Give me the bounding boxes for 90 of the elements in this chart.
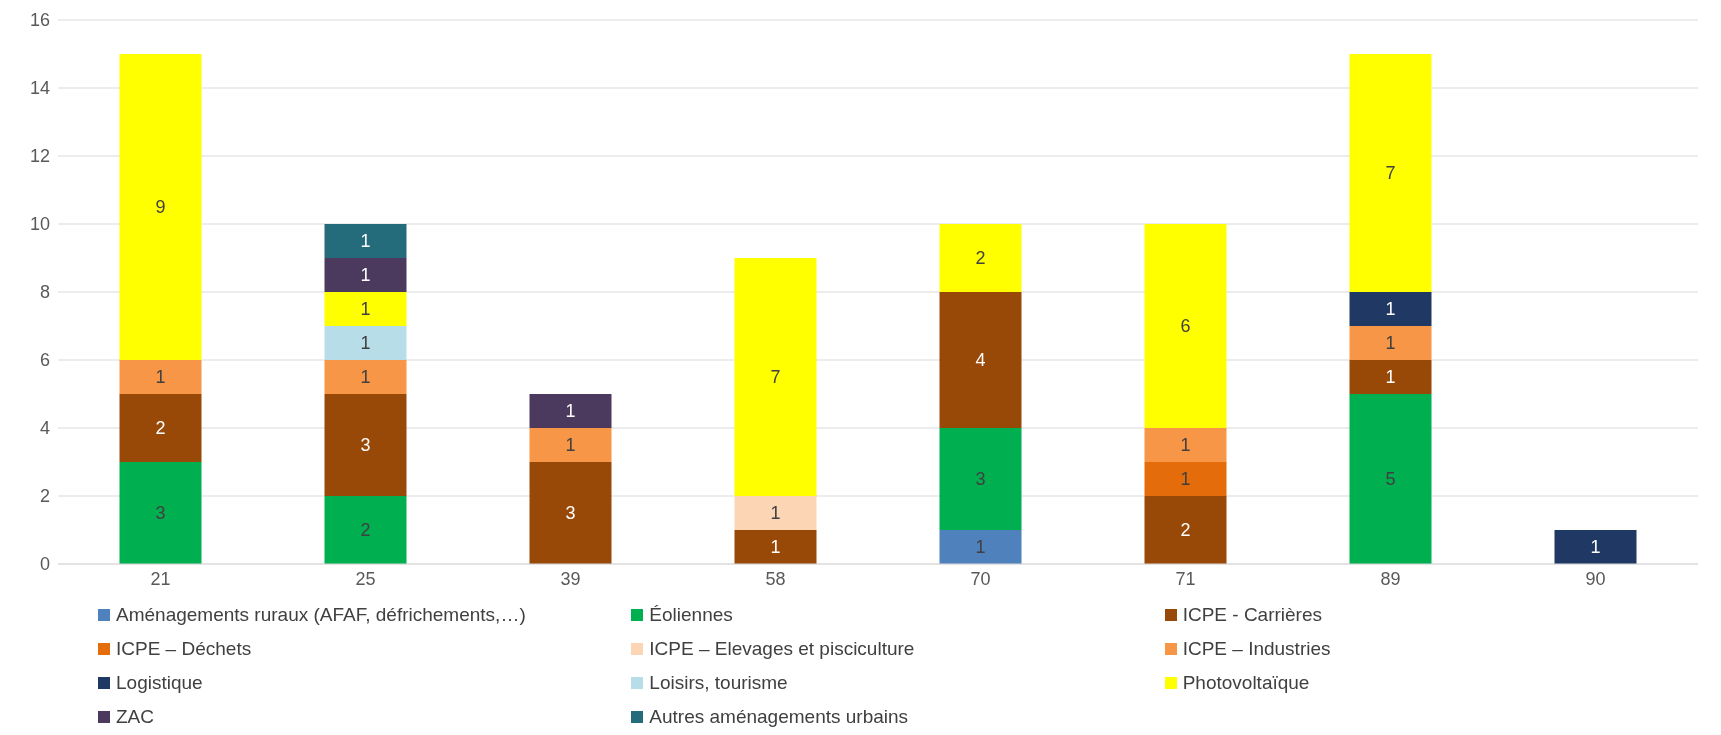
bar xyxy=(1144,224,1227,428)
data-label: 6 xyxy=(1180,316,1191,337)
data-label: 1 xyxy=(1385,299,1396,320)
data-label: 1 xyxy=(360,367,371,388)
data-label: 1 xyxy=(1590,537,1601,558)
x-tick-label: 58 xyxy=(765,568,786,589)
legend-label: ICPE – Industries xyxy=(1182,638,1331,660)
data-label: 1 xyxy=(360,265,371,286)
legend-label: ICPE - Carrières xyxy=(1182,604,1323,626)
data-label: 1 xyxy=(360,231,371,252)
legend-label: ICPE – Déchets xyxy=(116,638,252,660)
x-tick-label: 39 xyxy=(560,568,581,589)
y-tick-label: 10 xyxy=(29,214,50,235)
legend-label: Éoliennes xyxy=(649,604,733,626)
bar xyxy=(1144,496,1227,564)
data-label: 2 xyxy=(1180,520,1191,541)
x-tick-label: 89 xyxy=(1380,568,1401,589)
bar xyxy=(529,428,612,462)
legend-label: Loisirs, tourisme xyxy=(649,672,788,694)
data-label: 3 xyxy=(565,503,576,524)
y-tick-label: 12 xyxy=(29,146,50,167)
data-label: 1 xyxy=(565,401,576,422)
data-label: 5 xyxy=(1385,469,1396,490)
data-label: 1 xyxy=(360,299,371,320)
bar xyxy=(324,360,407,394)
legend-label: Photovoltaïque xyxy=(1182,672,1310,694)
bar xyxy=(734,258,817,496)
x-tick-label: 71 xyxy=(1175,568,1196,589)
legend-label: Aménagements ruraux (AFAF, défrichements,…) xyxy=(116,604,526,626)
bar xyxy=(939,224,1022,292)
bar xyxy=(939,428,1022,530)
bar xyxy=(119,462,202,564)
data-label: 1 xyxy=(770,537,781,558)
bar xyxy=(1349,292,1432,326)
y-tick-label: 4 xyxy=(39,418,50,439)
bar xyxy=(324,326,407,360)
bar xyxy=(119,54,202,360)
data-label: 3 xyxy=(975,469,986,490)
data-label: 3 xyxy=(360,435,371,456)
data-label: 1 xyxy=(1385,333,1396,354)
data-label: 2 xyxy=(360,520,371,541)
x-tick-label: 70 xyxy=(970,568,991,589)
data-label: 9 xyxy=(155,197,166,218)
legend-label: Autres aménagements urbains xyxy=(649,706,909,728)
bar xyxy=(1349,360,1432,394)
data-label: 7 xyxy=(770,367,781,388)
bar xyxy=(939,530,1022,564)
data-label: 1 xyxy=(770,503,781,524)
data-label: 7 xyxy=(1385,163,1396,184)
x-tick-label: 25 xyxy=(355,568,376,589)
legend-label: ZAC xyxy=(116,706,154,728)
bar xyxy=(529,462,612,564)
data-label: 1 xyxy=(1180,435,1191,456)
legend-label: ICPE – Elevages et pisciculture xyxy=(649,638,915,660)
bar xyxy=(529,394,612,428)
y-tick-label: 6 xyxy=(39,350,50,371)
bar xyxy=(1554,530,1637,564)
y-tick-label: 8 xyxy=(39,282,50,303)
bar xyxy=(324,394,407,496)
bar xyxy=(324,292,407,326)
x-tick-label: 90 xyxy=(1585,568,1606,589)
bar xyxy=(324,258,407,292)
data-label: 1 xyxy=(565,435,576,456)
data-label: 2 xyxy=(155,418,166,439)
bar xyxy=(939,292,1022,428)
data-label: 1 xyxy=(1180,469,1191,490)
data-label: 1 xyxy=(360,333,371,354)
bar xyxy=(1349,394,1432,564)
data-label: 3 xyxy=(155,503,166,524)
bar xyxy=(324,496,407,564)
y-tick-label: 2 xyxy=(39,486,50,507)
bar xyxy=(734,496,817,530)
bar xyxy=(1144,428,1227,462)
data-label: 1 xyxy=(1385,367,1396,388)
y-tick-label: 0 xyxy=(39,554,50,575)
data-label: 4 xyxy=(975,350,986,371)
bar xyxy=(1144,462,1227,496)
data-label: 1 xyxy=(975,537,986,558)
bar xyxy=(1349,54,1432,292)
y-tick-label: 16 xyxy=(29,10,50,31)
data-label: 2 xyxy=(975,248,986,269)
x-tick-label: 21 xyxy=(150,568,171,589)
bar xyxy=(1349,326,1432,360)
legend-label: Logistique xyxy=(116,672,203,694)
bar xyxy=(734,530,817,564)
y-tick-label: 14 xyxy=(29,78,50,99)
bar xyxy=(119,360,202,394)
bar xyxy=(119,394,202,462)
data-label: 1 xyxy=(155,367,166,388)
bar xyxy=(324,224,407,258)
